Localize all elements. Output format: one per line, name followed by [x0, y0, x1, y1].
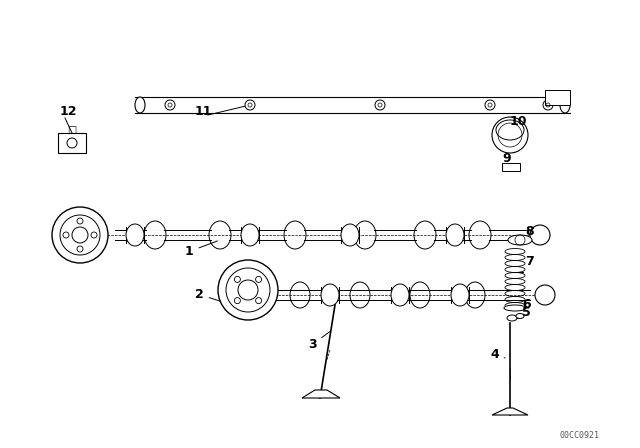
Text: 9: 9: [502, 152, 511, 165]
Circle shape: [492, 117, 528, 153]
Ellipse shape: [391, 284, 409, 306]
Circle shape: [375, 100, 385, 110]
Ellipse shape: [241, 224, 259, 246]
Circle shape: [165, 100, 175, 110]
Text: 6: 6: [522, 298, 531, 311]
Circle shape: [67, 138, 77, 148]
Circle shape: [530, 225, 550, 245]
Circle shape: [535, 285, 555, 305]
Ellipse shape: [135, 97, 145, 113]
Text: 10: 10: [510, 115, 527, 128]
Text: □: □: [67, 125, 77, 135]
Polygon shape: [492, 408, 528, 415]
Text: 12: 12: [60, 105, 77, 118]
Ellipse shape: [126, 224, 144, 246]
Text: 00CC0921: 00CC0921: [560, 431, 600, 439]
Ellipse shape: [560, 97, 570, 113]
Circle shape: [234, 297, 241, 304]
Ellipse shape: [496, 120, 524, 140]
Text: 5: 5: [522, 306, 531, 319]
Circle shape: [91, 232, 97, 238]
Bar: [502, 163, 520, 171]
Bar: [58, 133, 86, 153]
Ellipse shape: [504, 305, 526, 311]
Ellipse shape: [321, 284, 339, 306]
Circle shape: [543, 100, 553, 110]
Text: 4: 4: [490, 348, 505, 361]
Circle shape: [255, 297, 262, 304]
Text: 2: 2: [195, 288, 245, 309]
Circle shape: [218, 260, 278, 320]
Ellipse shape: [507, 315, 517, 321]
Text: 1: 1: [185, 241, 218, 258]
Circle shape: [485, 100, 495, 110]
Circle shape: [245, 100, 255, 110]
Text: 3: 3: [308, 332, 330, 351]
Circle shape: [52, 207, 108, 263]
Ellipse shape: [508, 235, 532, 245]
Ellipse shape: [451, 284, 469, 306]
Circle shape: [63, 232, 69, 238]
Bar: [545, 90, 570, 105]
Circle shape: [255, 276, 262, 282]
Circle shape: [77, 218, 83, 224]
Text: 7: 7: [525, 255, 534, 268]
Circle shape: [72, 227, 88, 243]
Ellipse shape: [516, 314, 524, 319]
Circle shape: [238, 280, 258, 300]
Ellipse shape: [341, 224, 359, 246]
Ellipse shape: [446, 224, 464, 246]
Circle shape: [77, 246, 83, 252]
Polygon shape: [302, 390, 340, 398]
Text: 8: 8: [525, 225, 534, 238]
Text: 11: 11: [195, 105, 212, 118]
Circle shape: [234, 276, 241, 282]
